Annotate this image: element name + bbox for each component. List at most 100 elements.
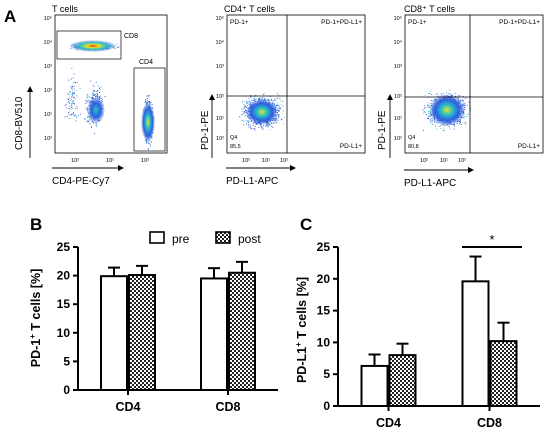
flow-event-dot bbox=[99, 88, 100, 90]
flow-event-dot bbox=[248, 100, 250, 102]
flow-event-dot bbox=[98, 85, 99, 87]
flow-event-dot bbox=[70, 86, 72, 88]
flow-event-dot bbox=[86, 95, 88, 97]
flow-event-dot bbox=[279, 98, 281, 100]
flow-event-dot bbox=[71, 108, 73, 110]
flow3-ytick: 10³ bbox=[394, 64, 402, 70]
flow-event-dot bbox=[464, 103, 466, 104]
flow-event-dot bbox=[263, 125, 265, 127]
flow1-events bbox=[64, 41, 155, 151]
flow-event-dot bbox=[78, 115, 79, 117]
flow-event-dot bbox=[87, 116, 88, 118]
flow-event-dot bbox=[246, 105, 248, 106]
flow-event-dot bbox=[456, 123, 458, 124]
flow-event-dot bbox=[267, 124, 269, 126]
flow-event-dot bbox=[70, 93, 72, 95]
flow-event-dot bbox=[101, 98, 103, 99]
flow-event-dot bbox=[463, 104, 465, 106]
flow-event-dot bbox=[71, 113, 73, 115]
flow3-x-arrowhead bbox=[468, 167, 474, 173]
chart-c-bars bbox=[360, 255, 518, 408]
legend-pre-label: pre bbox=[172, 232, 190, 246]
flow-event-dot bbox=[276, 104, 278, 106]
flow-event-dot bbox=[84, 118, 85, 120]
flow-event-dot bbox=[272, 100, 274, 102]
flow-event-dot bbox=[459, 95, 461, 97]
flow-event-dot bbox=[239, 116, 241, 118]
flow-event-dot bbox=[70, 114, 72, 116]
chart-c-ytick-label: 10 bbox=[317, 335, 331, 349]
flow-event-dot bbox=[147, 98, 149, 100]
flow-event-dot bbox=[278, 104, 280, 106]
flow-event-dot bbox=[269, 129, 271, 131]
chart-c-bar-pre bbox=[461, 280, 490, 407]
flow-event-dot bbox=[150, 102, 152, 103]
flow-event-dot bbox=[255, 99, 256, 100]
flow-event-dot bbox=[258, 98, 260, 100]
flow-event-dot bbox=[258, 98, 260, 99]
flow-event-dot bbox=[248, 124, 250, 125]
flow-event-dot bbox=[68, 101, 70, 102]
chart-c-ytick-label: 25 bbox=[317, 240, 331, 254]
flow-event-dot bbox=[100, 89, 101, 90]
flow-event-dot bbox=[461, 99, 463, 101]
flow-event-dot bbox=[431, 100, 433, 102]
chart-b-ylabel-sup: + bbox=[28, 334, 37, 339]
flow-event-dot bbox=[243, 120, 245, 122]
flow-event-dot bbox=[85, 108, 87, 110]
flow2-ylabel: PD-1-PE bbox=[200, 110, 211, 150]
flow-event-dot bbox=[280, 119, 282, 121]
flow-event-dot bbox=[277, 107, 279, 109]
flow-event-dot bbox=[86, 107, 88, 109]
flow-event-dot bbox=[464, 98, 466, 99]
flow-event-dot bbox=[72, 82, 74, 84]
flow-event-dot bbox=[428, 111, 429, 113]
flow-event-dot bbox=[470, 110, 471, 112]
flow3-q-ul: PD-1+ bbox=[408, 19, 427, 26]
panel-label-a: A bbox=[4, 7, 16, 26]
flow-event-dot bbox=[278, 106, 280, 108]
flow-event-dot bbox=[257, 98, 259, 100]
flow-event-dot bbox=[151, 104, 153, 106]
flow-event-dot bbox=[437, 95, 439, 97]
flow-event-dot bbox=[466, 116, 468, 118]
flow-event-dot bbox=[427, 104, 428, 106]
chart-c-ylabel: PD-L1+ T cells [%] bbox=[294, 277, 309, 383]
flow-event-dot bbox=[431, 121, 433, 123]
flow2-y-arrowhead bbox=[209, 94, 215, 100]
flow-event-dot bbox=[72, 85, 74, 87]
chart-b-bar-post bbox=[128, 274, 156, 392]
flow-event-dot bbox=[69, 105, 71, 107]
flow-event-dot bbox=[429, 91, 431, 92]
chart-c-ytick-label: 0 bbox=[323, 399, 330, 413]
flow1-xtick: 10² bbox=[141, 158, 149, 164]
flow-event-dot bbox=[268, 99, 270, 101]
flow3-q4-value: 80,8 bbox=[408, 144, 419, 150]
flow-event-dot bbox=[277, 119, 279, 121]
flow-event-dot bbox=[91, 127, 93, 129]
flow-event-dot bbox=[277, 97, 279, 99]
flow1-frame bbox=[54, 14, 168, 154]
flow-event-dot bbox=[73, 73, 75, 75]
flow-event-dot bbox=[72, 107, 74, 109]
flow-event-dot bbox=[241, 108, 243, 110]
flow-event-dot bbox=[73, 100, 74, 102]
flow2-ytick: 10² bbox=[216, 136, 224, 142]
flow-event-dot bbox=[74, 114, 76, 116]
flow-event-dot bbox=[68, 112, 69, 113]
flow-event-dot bbox=[278, 110, 280, 112]
flow-event-dot bbox=[94, 133, 95, 134]
flow1-y-arrowhead bbox=[27, 86, 33, 92]
flow-event-dot bbox=[75, 108, 76, 110]
flow-event-dot bbox=[275, 105, 277, 107]
flow3-frame bbox=[404, 14, 544, 154]
flow-event-dot bbox=[253, 99, 255, 101]
chart-b-ytick-label: 15 bbox=[57, 297, 71, 311]
flow-event-dot bbox=[149, 101, 151, 102]
flow-event-dot bbox=[277, 109, 279, 111]
flow1-cd8-density bbox=[69, 40, 117, 52]
flow-event-dot bbox=[71, 86, 73, 88]
flow-event-dot bbox=[254, 96, 256, 98]
flow-event-dot bbox=[69, 100, 71, 101]
flow-event-dot bbox=[274, 98, 276, 100]
